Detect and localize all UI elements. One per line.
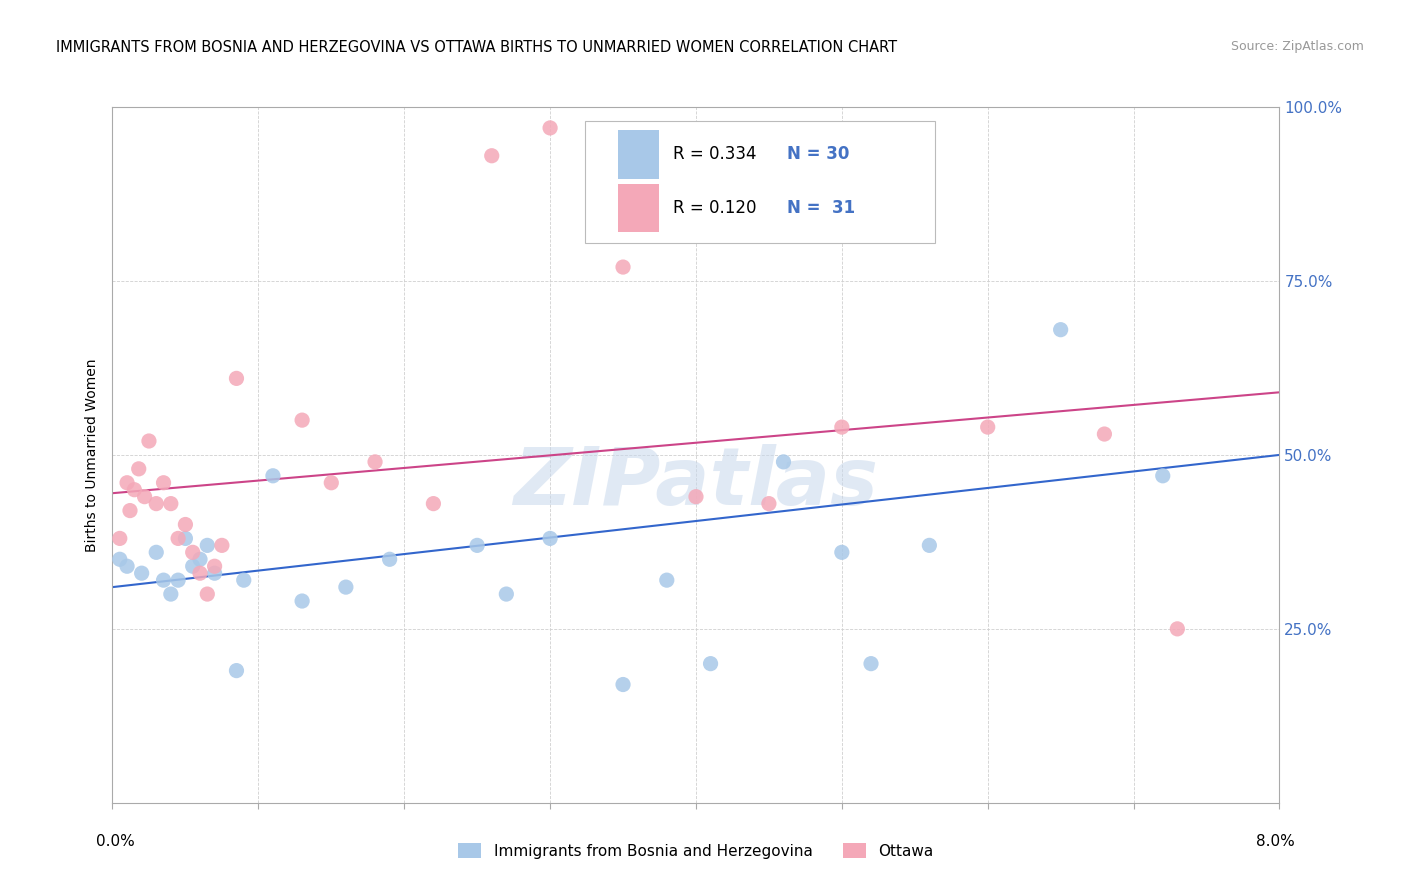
Legend: Immigrants from Bosnia and Herzegovina, Ottawa: Immigrants from Bosnia and Herzegovina, … (453, 837, 939, 864)
Point (118, 503, 141, 517)
Text: N =  31: N = 31 (787, 199, 855, 217)
Point (128, 462, 150, 476)
Point (138, 434, 160, 448)
Point (152, 475, 174, 490)
Point (181, 545, 204, 559)
Point (465, 538, 488, 552)
Point (1049, 323, 1071, 337)
Point (772, 455, 794, 469)
Point (262, 468, 284, 483)
Point (195, 587, 218, 601)
Text: Source: ZipAtlas.com: Source: ZipAtlas.com (1230, 40, 1364, 54)
Point (918, 538, 941, 552)
Point (160, 587, 183, 601)
Point (1094, 427, 1116, 442)
Point (108, 552, 131, 566)
Point (758, 497, 780, 511)
Point (538, 120, 561, 135)
Point (655, 573, 678, 587)
Point (335, 580, 357, 594)
Point (188, 552, 211, 566)
Point (108, 532, 131, 546)
Point (145, 545, 167, 559)
Text: R = 0.120: R = 0.120 (672, 199, 756, 217)
Point (225, 664, 247, 678)
Point (211, 538, 233, 552)
Point (204, 566, 226, 581)
Text: N = 30: N = 30 (787, 145, 849, 163)
Point (188, 566, 211, 581)
Point (976, 420, 998, 434)
Point (612, 260, 634, 274)
Text: R = 0.334: R = 0.334 (672, 145, 756, 163)
Point (232, 573, 254, 587)
Point (225, 371, 247, 385)
Point (115, 475, 138, 490)
Point (115, 559, 138, 574)
Point (160, 497, 183, 511)
Point (378, 552, 401, 566)
Point (1152, 468, 1174, 483)
Point (685, 490, 707, 504)
Point (831, 420, 853, 434)
Point (612, 677, 634, 691)
Point (174, 532, 197, 546)
Point (167, 573, 190, 587)
Point (145, 497, 167, 511)
Y-axis label: Births to Unmarried Women: Births to Unmarried Women (86, 359, 100, 551)
Point (124, 483, 146, 497)
Point (481, 149, 503, 163)
Point (860, 657, 883, 671)
Point (291, 413, 314, 427)
Point (699, 657, 721, 671)
Point (495, 587, 517, 601)
Point (364, 455, 387, 469)
Point (831, 545, 853, 559)
Point (152, 573, 174, 587)
Point (181, 559, 204, 574)
Text: IMMIGRANTS FROM BOSNIA AND HERZEGOVINA VS OTTAWA BIRTHS TO UNMARRIED WOMEN CORRE: IMMIGRANTS FROM BOSNIA AND HERZEGOVINA V… (56, 40, 897, 55)
Point (167, 532, 190, 546)
Text: 8.0%: 8.0% (1256, 834, 1295, 849)
Point (1166, 622, 1188, 636)
FancyBboxPatch shape (585, 121, 935, 243)
FancyBboxPatch shape (617, 130, 658, 178)
Point (291, 594, 314, 608)
Point (134, 490, 156, 504)
Point (131, 566, 153, 581)
Point (204, 559, 226, 574)
Point (422, 497, 444, 511)
Point (174, 517, 197, 532)
Text: ZIPatlas: ZIPatlas (513, 443, 879, 522)
Point (538, 532, 561, 546)
FancyBboxPatch shape (617, 184, 658, 232)
Point (321, 475, 343, 490)
Point (195, 538, 218, 552)
Text: 0.0%: 0.0% (96, 834, 135, 849)
